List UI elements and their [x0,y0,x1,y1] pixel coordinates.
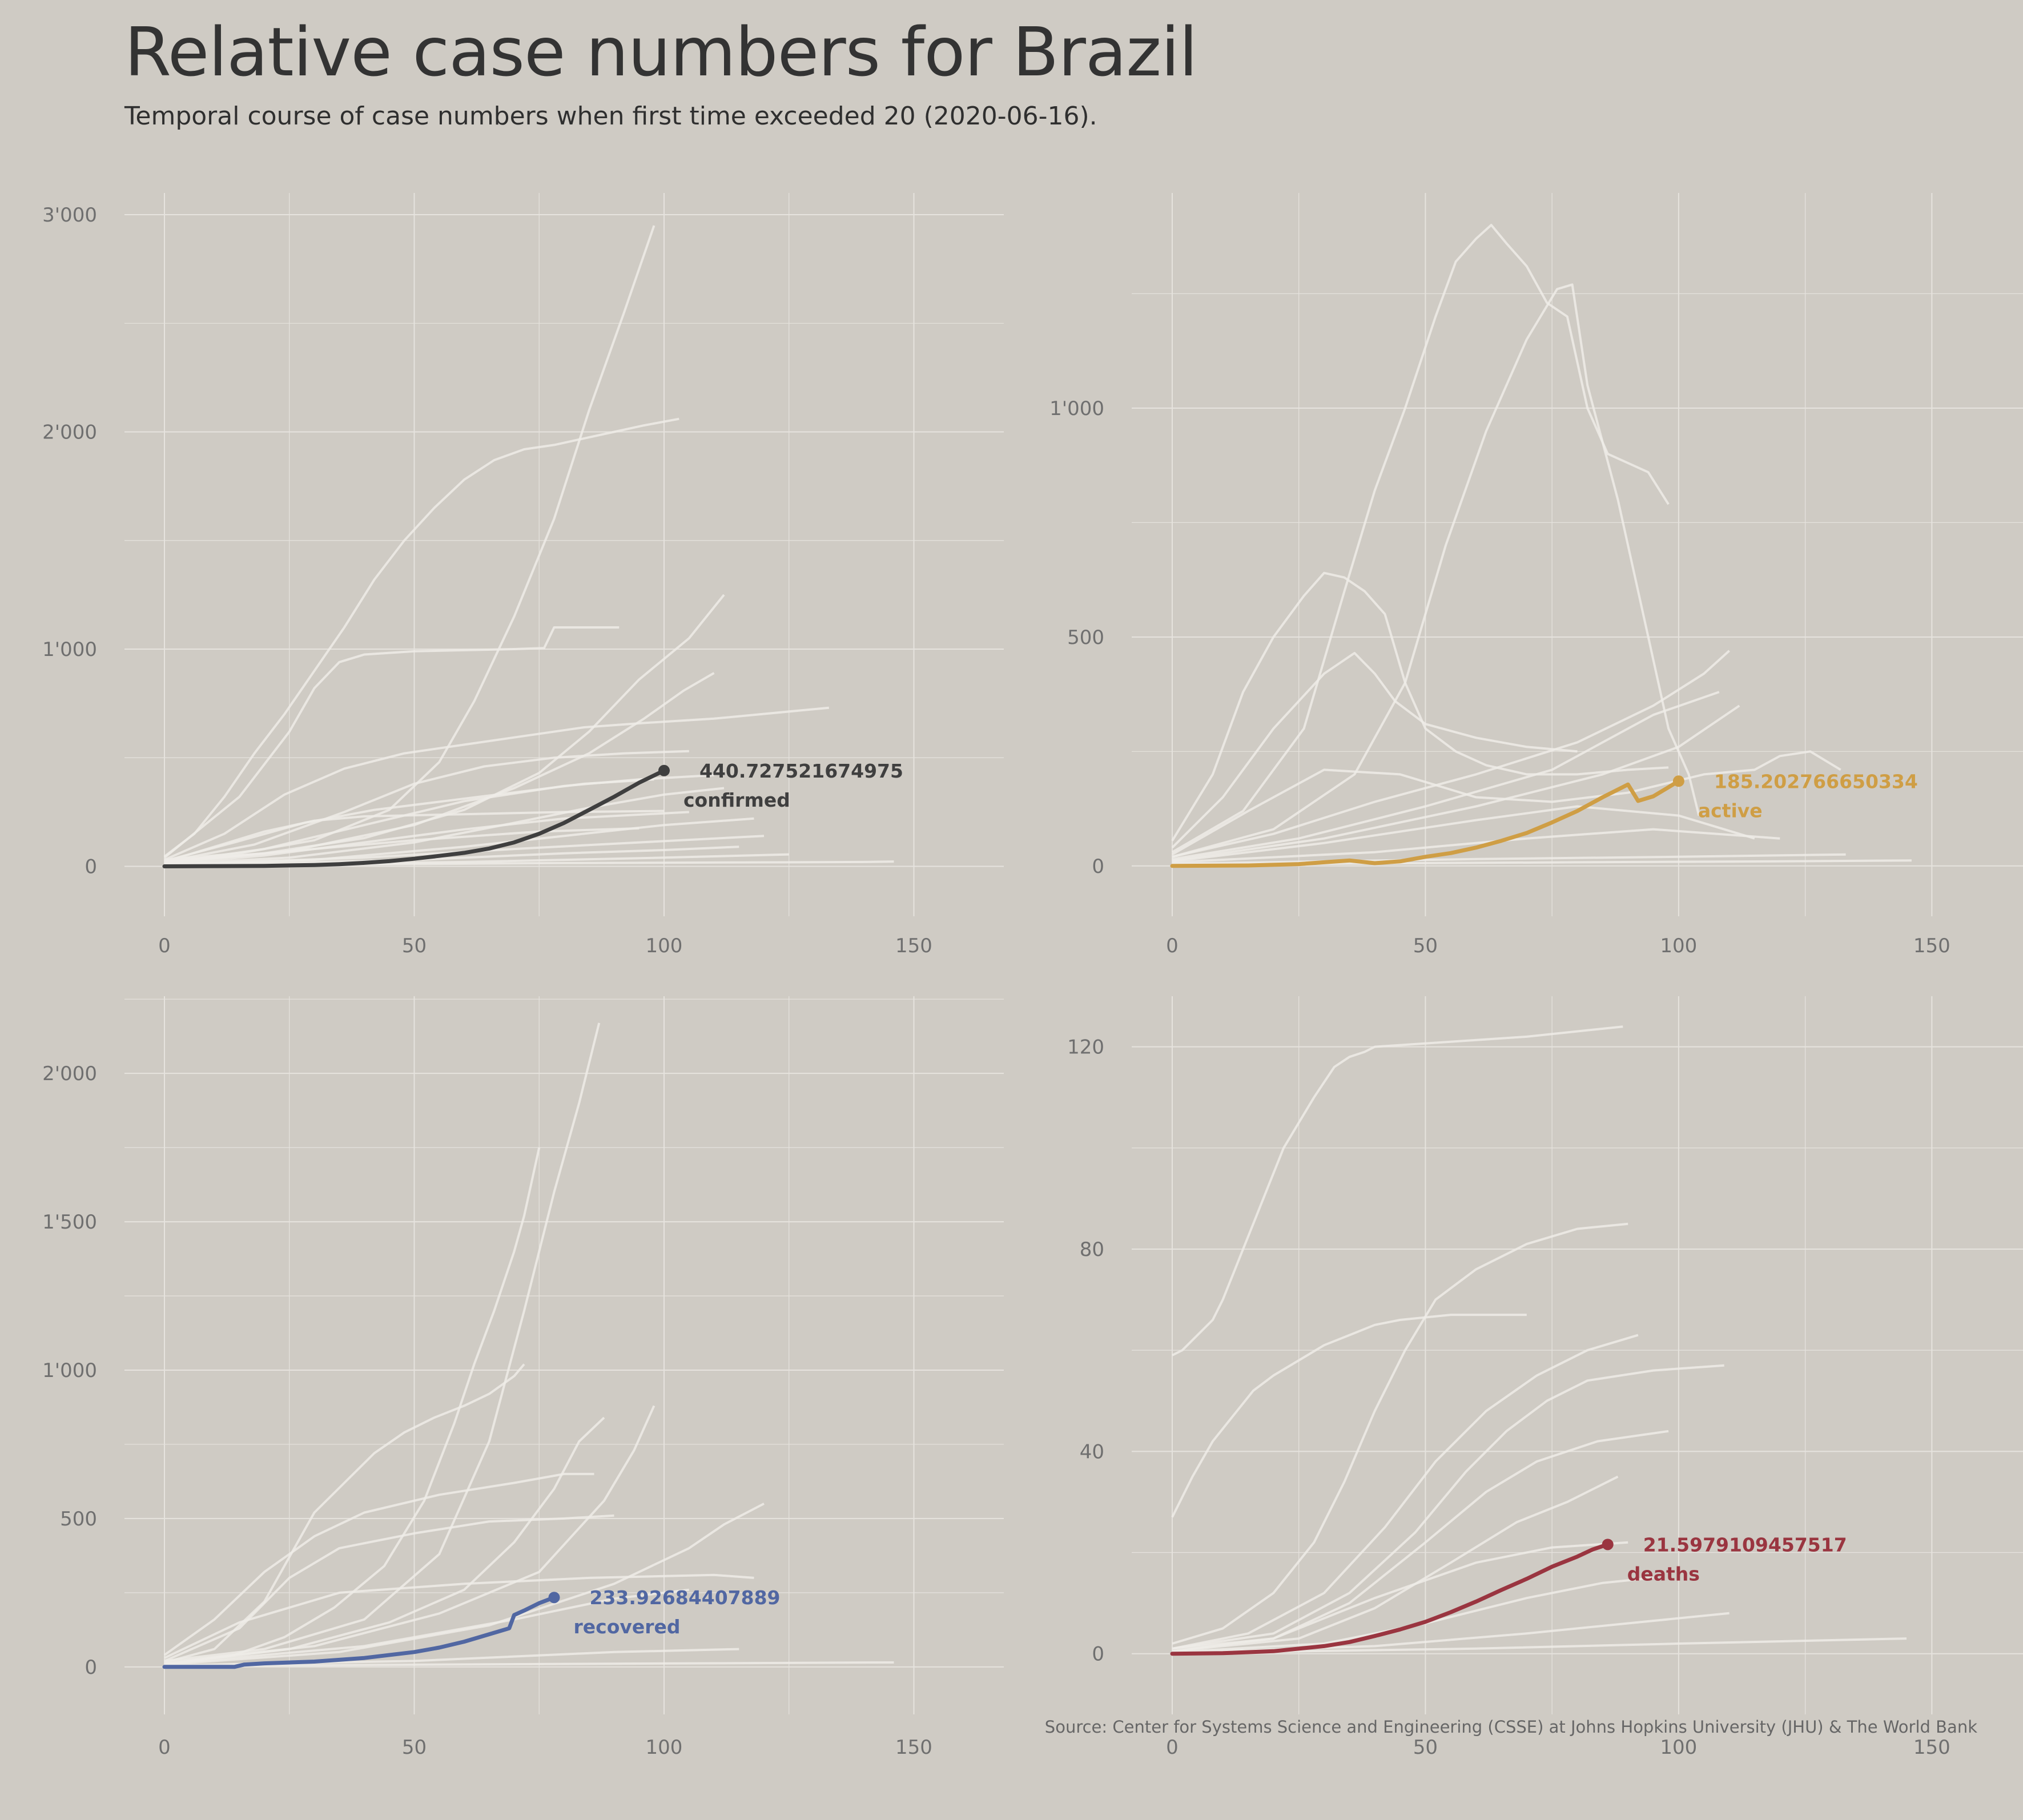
other-country-line [1172,704,1740,862]
confirmed-endpoint [658,764,670,776]
other-country-line [1172,1222,1628,1645]
deaths-line [1170,1542,1610,1656]
x-tick-label: 0 [158,1736,171,1759]
other-country-line [164,1405,655,1664]
y-tick-label: 500 [1067,626,1104,649]
x-tick-label: 150 [1913,935,1950,957]
other-country-line [1172,1475,1619,1653]
x-tick-label: 100 [1660,935,1697,957]
recovered-line [162,1595,556,1669]
y-tick-label: 0 [85,855,97,878]
y-tick-label: 0 [1092,1643,1104,1666]
other-country-line [1172,650,1730,858]
other-country-line [1171,651,1578,849]
x-tick-label: 50 [402,935,427,957]
other-country-line [1171,571,1669,841]
other-country-line [1172,691,1720,860]
x-tick-label: 100 [1660,1736,1697,1759]
active-series-label: active [1698,799,1763,822]
other-country-line [1172,283,1700,858]
active-endpoint [1672,775,1684,787]
x-tick-label: 150 [895,1736,932,1759]
deaths-end-value: 21.5979109457517 [1643,1533,1847,1556]
other-country-line [164,1416,605,1665]
other-country-line [164,706,829,861]
x-tick-label: 150 [895,935,932,957]
y-tick-label: 2'000 [42,1062,97,1085]
x-tick-label: 50 [1413,1736,1438,1759]
source-caption: Source: Center for Systems Science and E… [1044,1717,1977,1737]
x-tick-label: 50 [1413,935,1438,957]
other-country-line [164,1573,754,1660]
other-country-line [1172,1364,1724,1650]
y-tick-label: 0 [85,1656,97,1679]
other-country-line [1172,1430,1669,1650]
y-tick-label: 1'000 [42,638,97,661]
confirmed-line [162,768,666,868]
other-country-line [1172,1025,1623,1356]
x-tick-label: 0 [1166,1736,1179,1759]
other-country-line [164,835,765,866]
active-line [1170,779,1681,868]
y-tick-label: 500 [60,1508,97,1531]
deaths-series-label: deaths [1627,1563,1700,1585]
other-country-line [164,845,739,867]
other-country-line [164,750,689,863]
x-tick-label: 100 [646,1736,683,1759]
y-tick-label: 40 [1080,1440,1104,1463]
other-country-line [164,1147,541,1665]
other-country-line [163,1472,594,1656]
other-country-line [164,810,665,863]
other-country-line [1172,805,1755,863]
chart-title: Relative case numbers for Brazil [124,13,1198,91]
other-country-line [164,1661,894,1668]
confirmed-end-value: 440.727521674975 [699,760,903,782]
panel-deaths: 0 50 100 150 0 40 80 120 21.5979109457517 deaths [1067,996,2023,1759]
other-country-line [1172,1334,1639,1650]
other-country-line [164,672,715,863]
other-country-line [1172,1637,1907,1654]
other-country-line [1172,1541,1628,1653]
panel-recovered: 0 50 100 150 0 500 1'000 1'500 2'000 233.92684407… [42,996,1004,1759]
other-country-line [164,778,654,862]
other-country-line [1172,1576,1654,1653]
x-tick-label: 0 [158,935,171,957]
other-country-line [164,594,725,862]
recovered-endpoint [548,1592,560,1604]
other-country-line [164,1363,525,1664]
other-country-line [163,626,620,859]
panel-confirmed: 0 50 100 150 0 1'000 2'000 3'000 440.72752167497… [42,193,1004,957]
active-end-value: 185.202766650334 [1714,770,1918,792]
chart-subtitle: Temporal course of case numbers when fir… [124,102,1097,131]
y-tick-label: 1'000 [42,1359,97,1382]
confirmed-series-label: confirmed [683,789,790,811]
y-tick-label: 3'000 [42,204,97,227]
x-tick-label: 100 [646,935,683,957]
deaths-endpoint [1602,1539,1614,1551]
other-country-line [164,827,640,864]
panel-active: 0 50 100 150 0 500 1'000 185.202766650334 active [1049,193,2023,957]
y-tick-label: 1'000 [1049,397,1104,420]
other-country-line [164,811,689,865]
x-tick-label: 50 [402,1736,427,1759]
other-country-line [164,1022,601,1662]
y-tick-label: 1'500 [42,1211,97,1234]
other-country-line [1172,750,1841,856]
other-country-line [163,417,679,857]
other-country-line [164,1503,765,1666]
recovered-series-label: recovered [574,1616,681,1638]
y-tick-label: 80 [1080,1238,1104,1261]
other-country-line [1171,224,1670,853]
other-country-line [1172,828,1780,864]
other-country-line [1171,1314,1527,1518]
y-tick-label: 0 [1092,855,1104,878]
y-tick-label: 120 [1067,1036,1104,1059]
x-tick-label: 150 [1913,1736,1950,1759]
other-country-line [164,225,655,861]
x-tick-label: 0 [1166,935,1179,957]
y-tick-label: 2'000 [42,421,97,444]
recovered-end-value: 233.92684407889 [590,1587,781,1609]
